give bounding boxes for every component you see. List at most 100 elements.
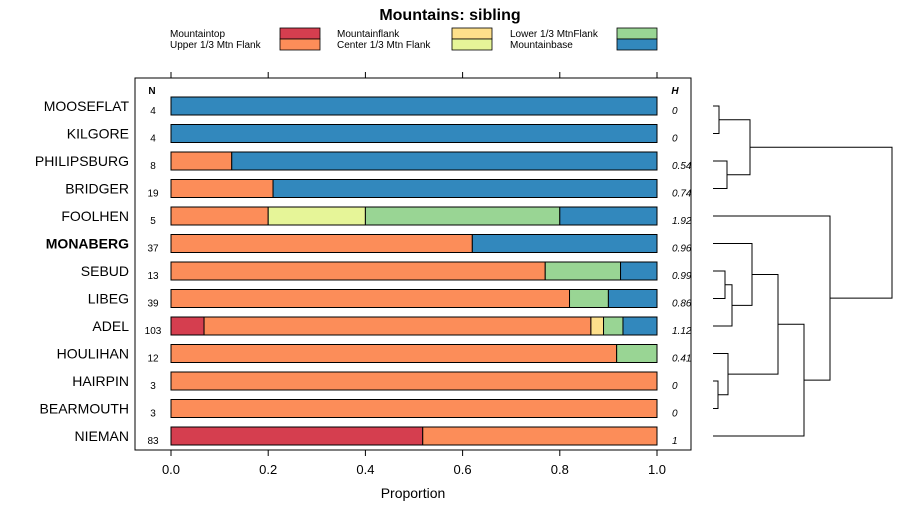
bar-segment	[170, 344, 618, 363]
bar-segment	[267, 206, 366, 226]
x-axis: 0.0 0.2 0.4 0.6 0.8 1.0	[162, 72, 666, 477]
bar-segment	[364, 206, 561, 226]
row-label: FOOLHEN	[61, 208, 129, 224]
legend-label: Upper 1/3 Mtn Flank	[170, 40, 262, 51]
chart-title: Mountains: sibling	[379, 7, 520, 24]
dendrogram-branch	[713, 380, 719, 409]
n-values: 4 4 8 19 5 37 13 39 103 12 3 3 83	[145, 106, 162, 447]
h-value: 0	[672, 106, 678, 117]
bar-segment	[203, 316, 592, 336]
bar-segment	[590, 316, 605, 336]
bar-segment	[544, 261, 622, 281]
legend-swatch	[451, 27, 493, 40]
legend-swatch	[451, 38, 493, 51]
h-value: 0.74	[672, 189, 692, 200]
bar-segment	[471, 234, 658, 253]
bar-segment	[272, 179, 658, 198]
legend-label: Lower 1/3 MtnFlank	[510, 29, 599, 40]
bar-segment	[170, 371, 658, 391]
bar-segment	[569, 289, 609, 308]
legend-label: Center 1/3 Mtn Flank	[337, 40, 431, 51]
bar-segment	[170, 234, 473, 253]
bar-segment	[170, 399, 658, 418]
legend-swatch	[279, 27, 321, 40]
legend-swatch	[616, 27, 658, 40]
n-value: 8	[150, 161, 156, 172]
legend-label: Mountaintop	[170, 29, 225, 40]
h-value: 1	[672, 436, 678, 447]
x-tick-label: 0.0	[162, 462, 180, 477]
n-value: 4	[150, 106, 156, 117]
bar-segment	[170, 261, 546, 281]
n-value: 83	[147, 436, 159, 447]
bar-segment	[607, 289, 658, 308]
row-label: KILGORE	[67, 126, 129, 142]
row-label: NIEMAN	[75, 428, 129, 444]
dendrogram	[713, 105, 893, 437]
dendrogram-branch	[713, 215, 831, 381]
row-label: BEARMOUTH	[40, 401, 129, 417]
bar-segment	[620, 261, 658, 281]
n-value: 39	[147, 299, 159, 310]
n-value: 19	[147, 189, 159, 200]
x-tick-label: 1.0	[648, 462, 666, 477]
n-value: 5	[150, 216, 156, 227]
row-labels: MOOSEFLAT KILGORE PHILIPSBURG BRIDGER FOOLHE…	[35, 98, 130, 444]
dendrogram-branch	[719, 119, 751, 176]
legend-swatch	[279, 38, 321, 51]
x-axis-title: Proportion	[381, 485, 446, 501]
n-value: 103	[145, 326, 162, 337]
x-tick-label: 0.8	[551, 462, 569, 477]
x-tick-label: 0.2	[259, 462, 277, 477]
x-tick-label: 0.6	[454, 462, 472, 477]
bar-segment	[170, 426, 424, 446]
n-value: 3	[150, 381, 156, 392]
legend-swatch	[616, 38, 658, 51]
bar-segment	[170, 316, 205, 336]
dendrogram-branch	[713, 353, 729, 396]
bar-segment	[422, 426, 658, 446]
row-label: SEBUD	[81, 263, 129, 279]
bar-segment	[603, 316, 624, 336]
bar-segment	[616, 344, 658, 363]
h-value: 1.12	[672, 326, 692, 337]
n-value: 4	[150, 134, 156, 145]
h-values: 0 0 0.54 0.74 1.92 0.96 0.99 0.86 1.12 0.41 0 0 1	[672, 106, 692, 447]
h-value: 0.99	[672, 271, 692, 282]
bar-segment	[170, 179, 274, 198]
row-label: ADEL	[92, 318, 129, 334]
n-value: 13	[147, 271, 159, 282]
row-label: MONABERG	[46, 236, 129, 252]
h-value: 0.41	[672, 354, 691, 365]
dendrogram-branch	[713, 160, 728, 189]
x-tick-label: 0.4	[356, 462, 374, 477]
h-value: 0	[672, 381, 678, 392]
legend-label: Mountainbase	[510, 40, 573, 51]
legend-label: Mountainflank	[337, 29, 400, 40]
bar-segment	[170, 96, 658, 116]
dendrogram-branch	[750, 146, 893, 299]
h-value: 0	[672, 134, 678, 145]
h-column-header: H	[671, 86, 679, 97]
n-value: 3	[150, 409, 156, 420]
h-value: 0.96	[672, 244, 692, 255]
row-label: HOULIHAN	[57, 346, 129, 362]
bar-segment	[170, 151, 233, 171]
row-label: MOOSEFLAT	[44, 98, 130, 114]
row-label: HAIRPIN	[72, 373, 129, 389]
h-value: 1.92	[672, 216, 692, 227]
dendrogram-branch	[713, 323, 805, 437]
plot-frame	[134, 77, 692, 451]
bar-segment	[170, 124, 658, 143]
bars	[170, 96, 658, 446]
bar-segment	[170, 206, 269, 226]
dendrogram-branch	[713, 270, 726, 299]
dendrogram-branch	[728, 273, 779, 375]
n-value: 37	[147, 244, 159, 255]
n-value: 12	[147, 354, 159, 365]
row-label: BRIDGER	[65, 181, 129, 197]
row-label: LIBEG	[88, 291, 129, 307]
h-value: 0.86	[672, 299, 692, 310]
